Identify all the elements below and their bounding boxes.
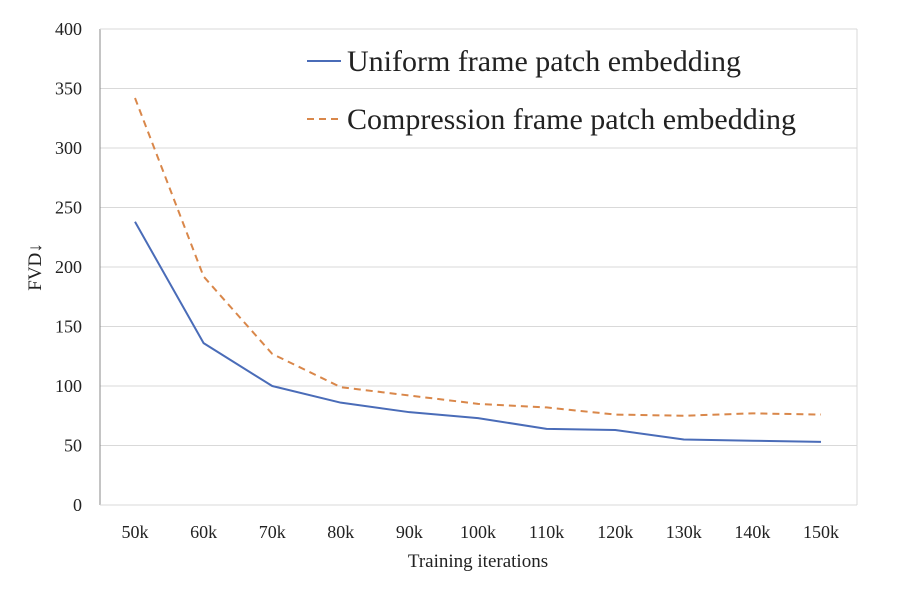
y-tick-label: 250 — [55, 198, 82, 218]
y-tick-label: 50 — [64, 436, 82, 456]
y-tick-label: 200 — [55, 257, 82, 277]
y-tick-label: 350 — [55, 79, 82, 99]
x-tick-label: 70k — [259, 522, 286, 542]
x-axis-label: Training iterations — [408, 551, 548, 572]
x-tick-label: 90k — [396, 522, 423, 542]
series-line-2 — [134, 97, 822, 417]
series-line-1 — [134, 221, 822, 443]
x-tick-label: 120k — [597, 522, 633, 542]
x-tick-label: 80k — [327, 522, 354, 542]
x-tick-label: 50k — [122, 522, 149, 542]
y-tick-label: 100 — [55, 376, 82, 396]
x-tick-label: 130k — [666, 522, 702, 542]
x-tick-label: 110k — [529, 522, 564, 542]
y-tick-label: 300 — [55, 138, 82, 158]
x-tick-label: 100k — [460, 522, 496, 542]
y-tick-label: 0 — [73, 495, 82, 515]
y-axis-label: FVD↓ — [25, 243, 46, 291]
x-tick-label: 140k — [734, 522, 770, 542]
x-tick-label: 60k — [190, 522, 217, 542]
legend-label-1: Uniform frame patch embedding — [347, 45, 741, 78]
x-tick-label: 150k — [803, 522, 839, 542]
legend-label-2: Compression frame patch embedding — [347, 103, 796, 136]
y-tick-label: 150 — [55, 317, 82, 337]
y-tick-label: 400 — [55, 19, 82, 39]
